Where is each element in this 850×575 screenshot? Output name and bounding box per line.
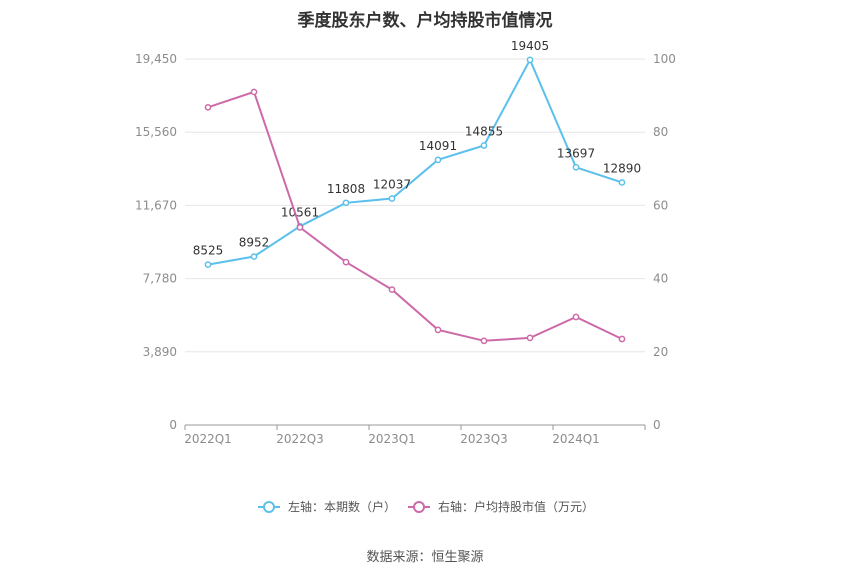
left-axis-tick-label: 19,450 <box>135 52 177 66</box>
data-point <box>618 179 626 186</box>
data-point <box>296 224 304 231</box>
data-point <box>572 313 580 321</box>
data-point <box>434 326 442 334</box>
data-label: 8952 <box>239 236 270 250</box>
data-point <box>250 253 258 260</box>
data-label: 10561 <box>281 205 319 219</box>
data-label: 8525 <box>193 244 224 258</box>
data-point <box>342 199 350 207</box>
legend-swatch-marker <box>413 501 425 513</box>
right-axis-tick-label: 40 <box>653 272 668 286</box>
data-point <box>572 163 580 171</box>
data-label: 19405 <box>511 39 549 53</box>
right-axis-tick-label: 60 <box>653 198 668 212</box>
x-axis-tick-label: 2022Q1 <box>184 432 232 446</box>
data-point <box>388 195 396 202</box>
data-label: 11808 <box>327 182 365 196</box>
data-point <box>250 88 258 96</box>
data-label: 12890 <box>603 161 641 175</box>
legend-swatch-marker <box>263 501 275 513</box>
series-line-1 <box>207 57 623 266</box>
right-axis-tick-label: 100 <box>653 52 676 66</box>
legend-label: 左轴：本期数（户） <box>288 499 396 514</box>
data-label: 13697 <box>557 146 595 160</box>
x-axis-tick-label: 2024Q1 <box>552 432 600 446</box>
data-point <box>480 142 488 149</box>
chart-title: 季度股东户数、户均持股市值情况 <box>297 11 553 31</box>
left-axis-tick-label: 3,890 <box>143 345 177 359</box>
x-axis-tick-label: 2022Q3 <box>276 432 324 446</box>
data-point <box>480 337 488 345</box>
data-point <box>526 56 534 64</box>
data-label: 14855 <box>465 124 503 138</box>
right-axis-tick-label: 20 <box>653 345 668 359</box>
series-line-2 <box>207 90 623 342</box>
data-point <box>204 261 212 268</box>
left-axis-tick-label: 11,670 <box>135 198 177 212</box>
x-axis-tick-label: 2023Q3 <box>460 432 508 446</box>
data-source: 数据来源：恒生聚源 <box>366 550 484 565</box>
x-axis-tick-label: 2023Q1 <box>368 432 416 446</box>
data-point <box>204 103 212 111</box>
data-label: 12037 <box>373 177 411 191</box>
left-axis-tick-label: 0 <box>169 418 177 432</box>
left-axis-tick-label: 7,780 <box>143 272 177 286</box>
legend-label: 右轴：户均持股市值（万元） <box>438 499 594 514</box>
right-axis-tick-label: 80 <box>653 125 668 139</box>
data-point <box>526 334 534 342</box>
right-axis-tick-label: 0 <box>653 418 661 432</box>
data-point <box>388 286 396 293</box>
data-label: 14091 <box>419 139 457 153</box>
data-point <box>434 156 442 164</box>
data-point <box>618 335 626 343</box>
data-point <box>342 258 350 266</box>
left-axis-tick-label: 15,560 <box>135 125 177 139</box>
